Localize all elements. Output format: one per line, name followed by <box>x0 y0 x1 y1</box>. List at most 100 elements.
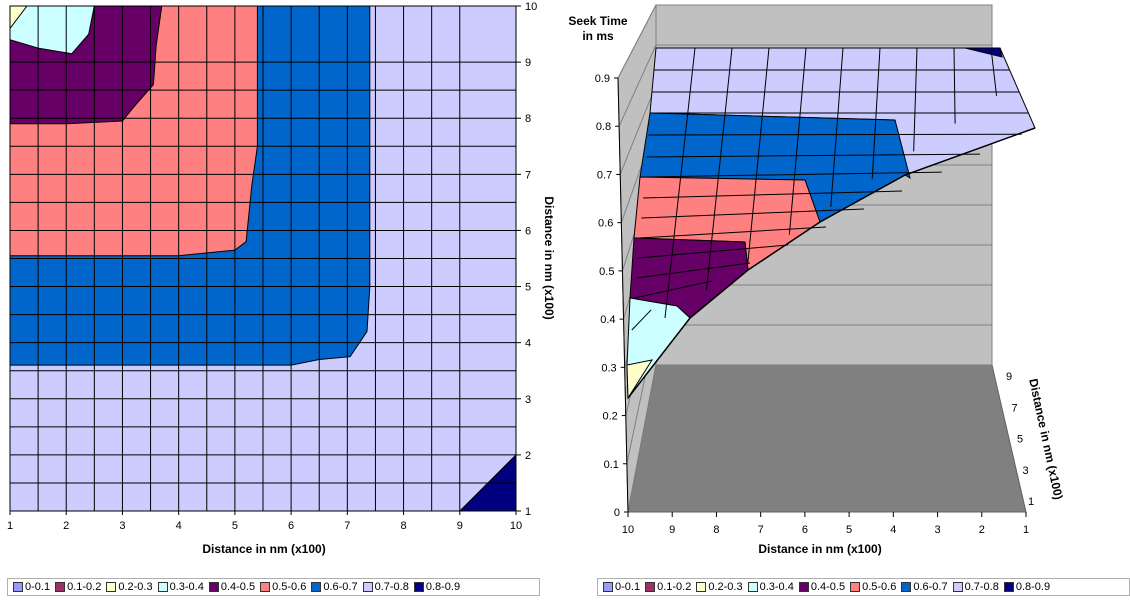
legend-swatch <box>413 582 424 592</box>
legend-item-0-0.1: 0-0.1 <box>603 581 640 593</box>
legend-label: 0.6-0.7 <box>913 581 948 593</box>
contour-grid <box>9 5 517 512</box>
legend-swatch <box>747 582 758 592</box>
legend-label: 0-0.1 <box>25 581 51 593</box>
surface-mesh-row <box>643 190 903 199</box>
legend-item-0.5-0.6: 0.5-0.6 <box>260 581 306 593</box>
legend-swatch <box>850 582 861 592</box>
surface-y-tick-label: 9 <box>1006 371 1012 383</box>
legend-item-0.3-0.4: 0.3-0.4 <box>157 581 204 593</box>
legend-item-0.6-0.7: 0.6-0.7 <box>901 581 948 593</box>
legend-item-0.1-0.2: 0.1-0.2 <box>55 581 101 593</box>
legend-item-0.1-0.2: 0.1-0.2 <box>645 581 691 593</box>
legend-swatch <box>13 582 23 592</box>
surface-z-tick-label: 0.1 <box>604 459 619 471</box>
contour-y-tick-label: 6 <box>525 225 531 237</box>
surface-y-tick-label: 7 <box>1012 402 1018 414</box>
surface-x-tick-label: 1 <box>1023 524 1029 536</box>
surface-legend: 0-0.1 0.1-0.2 0.2-0.3 0.3-0.4 0.4-0.5 0.5-0.6… <box>597 578 1130 596</box>
legend-label: 0.6-0.7 <box>323 581 358 593</box>
surface-z-tick-label: 0 <box>614 507 620 519</box>
legend-item-0.7-0.8: 0.7-0.8 <box>362 581 409 593</box>
legend-label: 0.2-0.3 <box>708 581 743 593</box>
contour-x-tick-label: 2 <box>63 520 69 532</box>
surface-side-gridline <box>627 364 657 513</box>
contour-x-tick-label: 5 <box>232 520 238 532</box>
surface-z-tick-label: 0.2 <box>602 411 617 423</box>
contour-x-tick-labels: 1 2 3 4 5 6 7 8 9 10 <box>7 511 522 532</box>
contour-x-tick-label: 1 <box>7 520 13 532</box>
legend-label: 0.8-0.9 <box>1015 581 1051 593</box>
contour-x-tick-label: 6 <box>288 520 294 532</box>
contour-y-axis-label: Distance in nm (x100) <box>542 196 556 319</box>
surface-x-tick-label: 3 <box>934 524 940 536</box>
contour-y-tick-label: 5 <box>525 282 531 294</box>
legend-swatch <box>311 582 322 592</box>
legend-swatch <box>603 582 613 592</box>
surface-side-gridline <box>618 44 657 127</box>
contour-y-tick-label: 4 <box>525 338 531 350</box>
legend-swatch <box>106 582 117 592</box>
legend-label: 0.3-0.4 <box>169 581 204 593</box>
legend-item-0.2-0.3: 0.2-0.3 <box>696 581 743 593</box>
surface-x-tick-label: 8 <box>713 524 719 536</box>
surface-y-tick-label: 5 <box>1017 434 1023 446</box>
legend-swatch <box>645 582 656 592</box>
contour-x-tick-label: 9 <box>457 520 463 532</box>
legend-swatch <box>55 582 66 592</box>
legend-swatch <box>1003 582 1014 592</box>
legend-label: 0.7-0.8 <box>374 581 409 593</box>
surface-front-edge <box>627 127 1036 399</box>
legend-label: 0.5-0.6 <box>862 581 897 593</box>
surface-z-tick-label: 0.5 <box>599 266 614 278</box>
surface-z-tick-label: 0.4 <box>600 314 615 326</box>
surface-x-axis-label: Distance in nm (x100) <box>758 542 881 556</box>
legend-label: 0.3-0.4 <box>759 581 794 593</box>
legend-label: 0.1-0.2 <box>67 581 102 593</box>
legend-item-0.2-0.3: 0.2-0.3 <box>106 581 153 593</box>
legend-item-0.5-0.6: 0.5-0.6 <box>850 581 896 593</box>
contour-x-axis-label: Distance in nm (x100) <box>202 542 325 556</box>
legend-item-0-0.1: 0-0.1 <box>13 581 50 593</box>
surface-x-tick-label: 7 <box>758 524 764 536</box>
surface-chart: 00.10.20.30.40.50.60.70.80.9 10 9 8 7 6 5 4 3 2 1… <box>568 4 1066 556</box>
surface-mesh-row <box>644 171 942 178</box>
surface-z-tick-label: 0.6 <box>598 218 613 230</box>
surface-z-axis-line <box>617 77 629 513</box>
surface-mesh-row <box>646 153 980 158</box>
legend-label: 0.8-0.9 <box>425 581 461 593</box>
surface-mesh <box>627 47 1036 399</box>
surface-x-tick-label: 2 <box>979 524 985 536</box>
legend-label: 0.4-0.5 <box>220 581 256 593</box>
contour-legend: 0-0.1 0.1-0.2 0.2-0.3 0.3-0.4 0.4-0.5 0.5-0.6… <box>7 578 540 596</box>
surface-mesh-row <box>634 280 713 299</box>
surface-z-axis-label-line1: Seek Time <box>568 14 627 28</box>
legend-label: 0.2-0.3 <box>118 581 153 593</box>
surface-z-axis-label-line2: in ms <box>582 29 614 43</box>
legend-swatch <box>260 582 271 592</box>
surface-mesh-col <box>664 47 696 319</box>
legend-item-0.4-0.5: 0.4-0.5 <box>798 581 846 593</box>
surface-x-tick-label: 10 <box>622 524 634 536</box>
contour-y-tick-label: 7 <box>525 169 531 181</box>
legend-item-0.4-0.5: 0.4-0.5 <box>208 581 256 593</box>
surface-x-tick-label: 4 <box>890 524 896 536</box>
contour-y-tick-label: 9 <box>525 57 531 69</box>
surface-y-tick-label: 3 <box>1023 465 1029 477</box>
contour-x-tick-label: 8 <box>400 520 406 532</box>
surface-mesh-row <box>636 262 751 279</box>
legend-item-0.8-0.9: 0.8-0.9 <box>1003 581 1051 593</box>
contour-plot-border <box>9 5 517 512</box>
contour-x-tick-label: 4 <box>176 520 182 532</box>
legend-label: 0.4-0.5 <box>810 581 846 593</box>
surface-side-gridline <box>619 84 657 175</box>
legend-label: 0.7-0.8 <box>964 581 999 593</box>
legend-swatch <box>696 582 707 592</box>
legend-swatch <box>362 582 373 592</box>
surface-x-tick-label: 9 <box>669 524 675 536</box>
surface-side-gridline <box>617 4 657 79</box>
surface-x-tick-label: 5 <box>846 524 852 536</box>
surface-band-0.2-0.3 <box>626 359 654 400</box>
surface-mesh-col <box>830 47 844 207</box>
